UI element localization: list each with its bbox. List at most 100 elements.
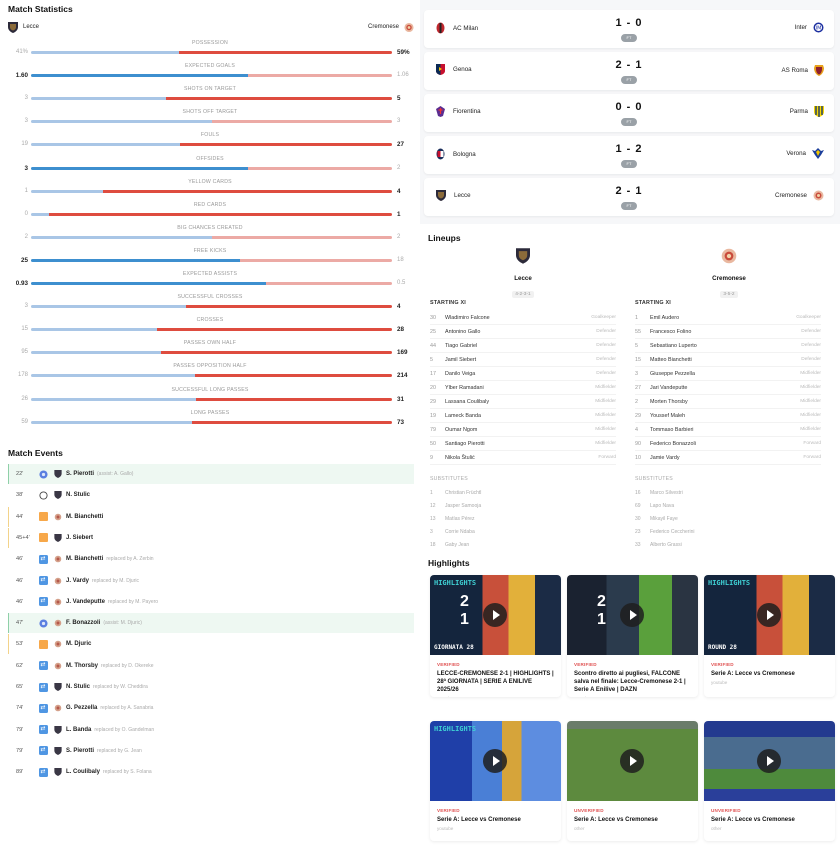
video-thumbnail[interactable]: 2 1 — [567, 575, 698, 655]
fiorentina-crest-icon — [436, 106, 445, 117]
cremonese-crest-icon — [54, 513, 62, 520]
highlight-card[interactable]: HIGHLIGHTS VERIFIED Serie A: Lecce vs Cr… — [430, 721, 561, 841]
fixture-away-team: Parma — [790, 106, 824, 117]
event-player: M. Bianchetti — [66, 513, 104, 520]
stat-bar-away — [265, 282, 392, 285]
player-position: Defender — [801, 357, 821, 362]
player-number: 55 — [635, 328, 641, 335]
player-position: Midfielder — [800, 371, 821, 376]
highlight-title[interactable]: Scontro diretto ai pugliesi, FALCONE sal… — [574, 670, 692, 697]
player-position: Defender — [596, 371, 616, 376]
stats-away-team: Cremonese — [368, 22, 414, 33]
play-icon[interactable] — [620, 749, 644, 773]
substitution-icon: ⇄ — [38, 746, 48, 756]
stat-label: RED CARDS — [193, 201, 227, 208]
lecce-crest-icon — [436, 190, 446, 201]
substitution-icon: ⇄ — [38, 725, 48, 735]
stat-label: OFFSIDES — [196, 155, 224, 162]
fixture-card[interactable]: Fiorentina 0 - 0 FT Parma — [424, 94, 834, 132]
away-starting-xi: STARTING XI 1 Emil Audero Goalkeeper 55 F… — [635, 300, 821, 465]
stat-bar-home — [31, 305, 187, 309]
highlight-card[interactable]: UNVERIFIED Serie A: Lecce vs Cremonese ot… — [567, 721, 698, 841]
event-type-icon — [38, 533, 48, 543]
highlight-card[interactable]: HIGHLIGHTS 2 1 GIORNATA 28 VERIFIED LECCE-… — [430, 575, 561, 697]
video-thumbnail[interactable] — [567, 721, 698, 801]
video-thumbnail[interactable]: HIGHLIGHTS — [430, 721, 561, 801]
substitute-row: 69 Lapo Nava — [635, 499, 821, 512]
stat-away-value: 18 — [397, 256, 404, 263]
play-icon[interactable] — [757, 603, 781, 627]
highlight-title[interactable]: Serie A: Lecce vs Cremonese other — [574, 816, 692, 833]
lecce-crest-icon — [54, 491, 62, 500]
player-name: Corrie Ndaba — [445, 528, 475, 535]
stat-away-value: 4 — [397, 303, 401, 311]
stat-row: BIG CHANCES CREATED 2 2 — [0, 225, 420, 247]
highlight-title[interactable]: Serie A: Lecce vs Cremonese youtube — [711, 670, 829, 687]
fixture-card[interactable]: Genoa 2 - 1 FT AS Roma — [424, 52, 834, 90]
lineups-title: Lineups — [428, 233, 461, 243]
lineup-player-row: 5 Sebastiano Luperto Defender — [635, 339, 821, 353]
substitute-row: 13 Matías Pérez — [430, 512, 616, 525]
verification-status: VERIFIED — [711, 662, 734, 667]
stat-row: FOULS 19 27 — [0, 132, 420, 154]
stat-label: LONG PASSES — [190, 409, 230, 416]
highlight-title-text: Serie A: Lecce vs Cremonese — [711, 671, 795, 677]
cremonese-crest-icon — [54, 662, 62, 669]
event-minute: 44' — [16, 513, 24, 520]
player-number: 3 — [430, 528, 433, 535]
stat-label: SUCCESSFUL CROSSES — [177, 294, 243, 301]
stat-away-value: 28 — [397, 326, 405, 334]
highlight-title[interactable]: Serie A: Lecce vs Cremonese youtube — [437, 816, 555, 833]
highlight-source: other — [574, 826, 585, 831]
highlight-title[interactable]: LECCE-CREMONESE 2-1 | HIGHLIGHTS | 28ª G… — [437, 670, 555, 697]
player-number: 16 — [635, 489, 641, 496]
play-icon[interactable] — [620, 603, 644, 627]
fixture-score: 2 - 1 — [615, 185, 643, 197]
video-thumbnail[interactable]: HIGHLIGHTS 2 1 GIORNATA 28 — [430, 575, 561, 655]
play-icon[interactable] — [483, 749, 507, 773]
stat-row: SHOTS OFF TARGET 3 3 — [0, 109, 420, 131]
fixture-away-name: AS Roma — [781, 66, 808, 74]
fixture-status-badge: FT — [621, 34, 637, 42]
substitute-row: 12 Jasper Samooja — [430, 499, 616, 512]
lineup-away-formation: 3-5-2 — [720, 291, 738, 298]
highlight-card[interactable]: UNVERIFIED Serie A: Lecce vs Cremonese ot… — [704, 721, 835, 841]
stat-home-value: 41% — [15, 49, 28, 55]
stat-label: SUCCESSFUL LONG PASSES — [171, 386, 249, 393]
event-minute: 46' — [16, 577, 24, 584]
highlight-card[interactable]: HIGHLIGHTS ROUND 28 VERIFIED Serie A: Lec… — [704, 575, 835, 697]
fixture-status-badge: FT — [621, 202, 637, 210]
event-minute: 79' — [16, 726, 24, 733]
event-row: 47' F. Bonazzoli (assist: M. Djuric) — [8, 613, 414, 634]
lecce-crest-icon — [54, 725, 62, 734]
fixture-away-team: AS Roma — [782, 64, 824, 76]
play-icon[interactable] — [483, 603, 507, 627]
event-row: 79' ⇄ S. Pierotti replaced by G. Jean — [8, 741, 414, 761]
fixture-card[interactable]: Lecce 2 - 1 FT Cremonese — [424, 178, 834, 216]
fixture-home-name: Bologna — [453, 150, 476, 158]
play-icon[interactable] — [757, 749, 781, 773]
highlight-title[interactable]: Serie A: Lecce vs Cremonese other — [711, 816, 829, 833]
player-name: Emil Audero — [650, 314, 680, 321]
player-number: 44 — [430, 342, 436, 349]
stat-label: EXPECTED ASSISTS — [182, 271, 238, 277]
stat-home-value: 3 — [24, 164, 28, 172]
event-row: 79' ⇄ L. Banda replaced by O. Gandelman — [8, 720, 414, 740]
fixture-away-name: Inter — [794, 24, 807, 31]
lineup-away-name: Cremonese — [712, 275, 746, 282]
player-position: Defender — [596, 357, 616, 362]
player-name: Mikayil Faye — [650, 515, 678, 522]
highlight-source: youtube — [437, 826, 454, 831]
substitution-icon: ⇄ — [38, 597, 48, 607]
stat-row: SHOTS ON TARGET 3 5 — [0, 86, 420, 108]
thumb-overlay-text: HIGHLIGHTS — [708, 579, 751, 587]
player-name: Federico Bonazzoli — [650, 440, 696, 447]
highlight-card[interactable]: 2 1 VERIFIED Scontro diretto ai pugliesi… — [567, 575, 698, 697]
lineup-player-row: 44 Tiago Gabriel Defender — [430, 339, 616, 353]
fixture-card[interactable]: Bologna 1 - 2 FT Verona — [424, 136, 834, 174]
fixture-card[interactable]: AC Milan 1 - 0 FT Inter IM — [424, 10, 834, 48]
stat-away-value: 1.06 — [397, 72, 409, 79]
video-thumbnail[interactable] — [704, 721, 835, 801]
video-thumbnail[interactable]: HIGHLIGHTS ROUND 28 — [704, 575, 835, 655]
